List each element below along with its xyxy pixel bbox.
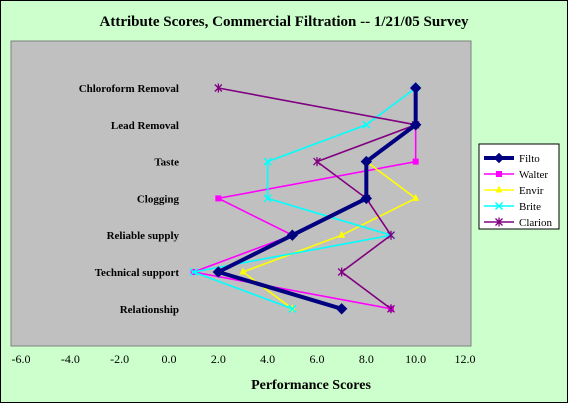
point-marker (313, 157, 321, 167)
category-labels: Chloroform Removal Lead Removal Taste Clogg… (79, 83, 180, 316)
point-marker (214, 83, 223, 93)
category-label: Lead Removal (111, 120, 179, 132)
point-marker (412, 193, 420, 201)
point-marker (387, 230, 395, 240)
point-marker (335, 303, 348, 315)
x-tick-label: 2.0 (211, 352, 226, 366)
point-marker (263, 194, 272, 203)
x-tick-label: 0.0 (162, 352, 177, 366)
legend: Filto Walter Envir Brite Clarion (478, 143, 560, 230)
point-marker (215, 195, 222, 202)
legend-item: Brite (484, 201, 541, 213)
x-tick-label: 10.0 (405, 352, 426, 366)
x-axis-label: Performance Scores (251, 378, 371, 393)
point-marker (387, 304, 395, 314)
x-tick-label: 6.0 (310, 352, 325, 366)
point-marker (212, 266, 225, 278)
point-marker (409, 119, 422, 131)
category-label: Reliable supply (107, 230, 180, 242)
legend-item: Walter (484, 169, 548, 181)
legend-label: Clarion (519, 217, 552, 229)
x-tick-labels: -6.0 -4.0 -2.0 0.0 2.0 4.0 6.0 8.0 10.0 12.0 (12, 352, 476, 366)
point-marker (362, 120, 371, 129)
point-marker (189, 267, 198, 277)
point-marker (337, 267, 346, 277)
x-tick-label: -6.0 (12, 352, 31, 366)
series-layer (189, 82, 422, 315)
category-label: Relationship (120, 304, 179, 316)
point-marker (409, 82, 422, 94)
category-label: Taste (154, 157, 179, 169)
legend-label: Filto (519, 153, 540, 165)
legend-label: Envir (519, 185, 544, 197)
chart-title: Attribute Scores, Commercial Filtration … (100, 14, 469, 30)
point-marker (412, 158, 419, 165)
x-tick-label: 8.0 (359, 352, 374, 366)
point-marker (495, 217, 503, 227)
x-tick-label: 4.0 (260, 352, 275, 366)
series-filto (212, 82, 422, 315)
point-marker (496, 171, 502, 177)
x-tick-label: 12.0 (455, 352, 476, 366)
point-marker (493, 152, 505, 164)
point-marker (286, 229, 299, 241)
legend-label: Brite (519, 201, 541, 213)
legend-item: Clarion (484, 217, 552, 229)
point-marker (239, 267, 247, 275)
category-label: Technical support (95, 267, 180, 279)
x-tick-label: -2.0 (110, 352, 129, 366)
point-marker (495, 185, 503, 193)
point-marker (360, 155, 373, 168)
point-marker (263, 157, 272, 166)
legend-item: Envir (484, 185, 544, 197)
category-label: Clogging (137, 193, 180, 205)
legend-item: Filto (484, 152, 540, 165)
point-marker (338, 230, 346, 238)
x-tick-label: -4.0 (61, 352, 80, 366)
point-marker (360, 192, 373, 205)
legend-label: Walter (519, 169, 548, 181)
point-marker (288, 304, 297, 313)
category-label: Chloroform Removal (79, 83, 179, 95)
point-marker (494, 201, 504, 211)
